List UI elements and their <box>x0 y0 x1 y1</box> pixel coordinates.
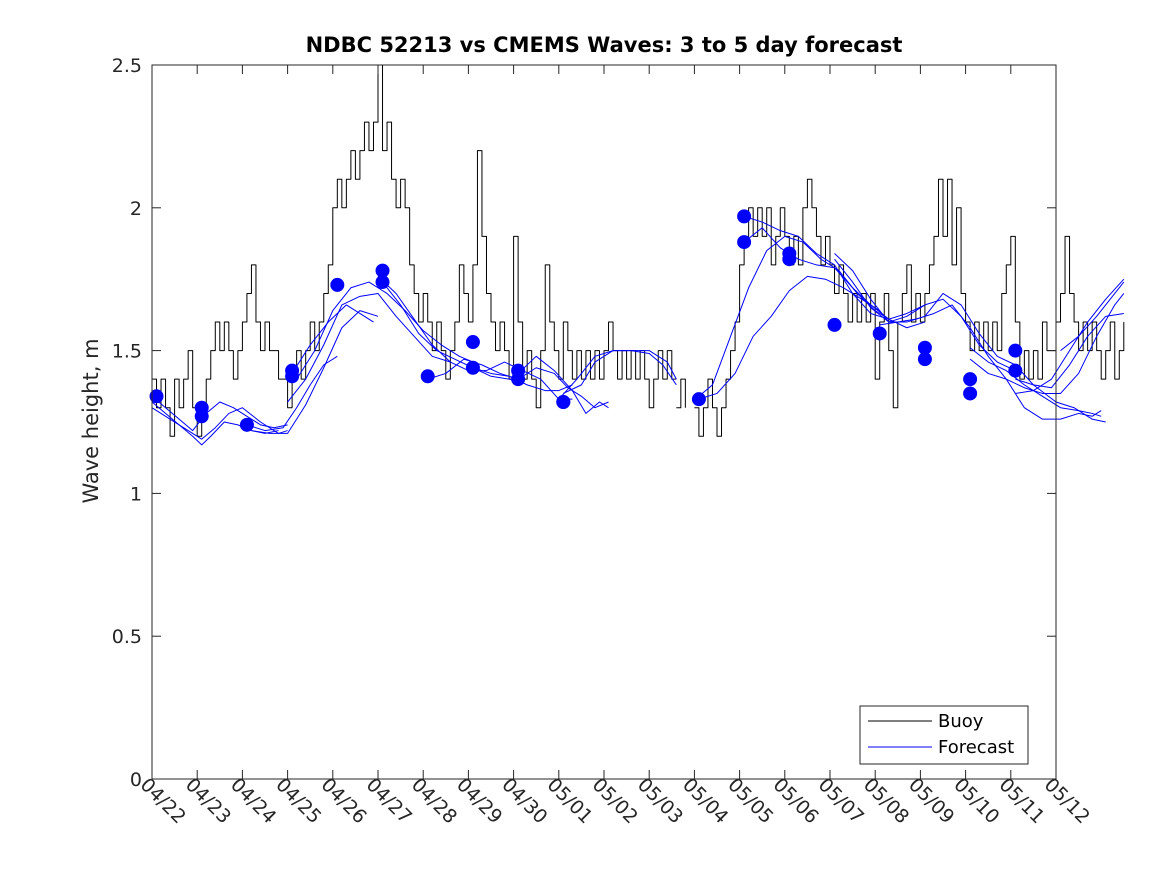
legend-forecast-label: Forecast <box>938 737 1014 758</box>
x-tick-label: 04/30 <box>497 774 551 828</box>
forecast-line-segment <box>246 355 338 432</box>
y-axis-label: Wave height, m <box>79 338 103 503</box>
forecast-line-segment <box>287 292 451 403</box>
x-tick-label: 04/26 <box>317 774 371 828</box>
y-tick-label: 2 <box>130 198 142 220</box>
forecast-line-segment <box>151 395 288 432</box>
forecast-line-segment <box>1060 281 1125 351</box>
x-tick-label: 04/28 <box>407 774 461 828</box>
forecast-line-segment <box>969 293 1125 394</box>
x-tick-label: 04/29 <box>452 774 506 828</box>
y-tick-label: 0 <box>130 769 142 791</box>
forecast-line-segment <box>1015 278 1125 394</box>
forecast-line-segment <box>558 350 677 400</box>
buoy-line-segment <box>676 378 686 409</box>
forecast-marker <box>556 395 571 410</box>
forecast-line-segment <box>969 347 1102 417</box>
x-tick-label: 04/25 <box>271 774 325 828</box>
x-tick-label: 04/27 <box>362 774 416 828</box>
forecast-marker <box>285 369 300 384</box>
x-tick-label: 05/06 <box>769 774 823 828</box>
x-tick-label: 05/07 <box>814 774 868 828</box>
y-tick-label: 2.5 <box>112 55 142 77</box>
forecast-marker <box>239 417 254 432</box>
forecast-line-segment <box>879 304 1102 420</box>
forecast-marker <box>194 409 209 424</box>
forecast-line-segment <box>517 355 609 414</box>
legend-buoy-label: Buoy <box>938 711 984 732</box>
forecast-marker <box>330 277 345 292</box>
forecast-marker <box>782 252 797 267</box>
forecast-line-segment <box>1015 312 1124 389</box>
forecast-line-segment <box>743 215 926 320</box>
x-tick-label: 05/08 <box>859 774 913 828</box>
forecast-marker <box>827 317 842 332</box>
forecast-marker <box>963 372 978 387</box>
x-tick-label: 05/11 <box>995 774 1049 828</box>
chart-title: NDBC 52213 vs CMEMS Waves: 3 to 5 day fo… <box>306 33 903 57</box>
forecast-marker <box>1008 363 1023 378</box>
x-tick-label: 05/01 <box>543 774 597 828</box>
marker-layer <box>149 209 1023 432</box>
forecast-line-segment <box>151 407 288 440</box>
forecast-marker <box>963 386 978 401</box>
y-tick-label: 1 <box>130 483 142 505</box>
forecast-marker <box>149 389 164 404</box>
forecast-marker <box>465 360 480 375</box>
forecast-line-segment <box>698 235 894 397</box>
forecast-line-segment <box>472 367 573 392</box>
x-tick-label: 04/22 <box>136 774 190 828</box>
forecast-marker <box>737 209 752 224</box>
x-tick-label: 05/03 <box>633 774 687 828</box>
y-tick-label: 1.5 <box>112 341 142 363</box>
forecast-line-segment <box>834 253 1016 372</box>
forecast-marker <box>420 369 435 384</box>
x-tick-label: 05/10 <box>949 774 1003 828</box>
forecast-marker <box>465 335 480 350</box>
y-tick-label: 0.5 <box>112 626 142 648</box>
plot-background <box>152 65 1056 779</box>
legend-box <box>859 705 1029 765</box>
forecast-marker <box>917 352 932 367</box>
buoy-line-segment <box>152 64 677 437</box>
forecast-line-segment <box>251 310 379 434</box>
forecast-marker <box>691 392 706 407</box>
legend: Buoy Forecast <box>859 705 1029 765</box>
forecast-line-segment <box>698 275 880 400</box>
x-tick-label: 05/04 <box>678 774 732 828</box>
forecast-marker <box>511 372 526 387</box>
x-tick-label: 05/02 <box>588 774 642 828</box>
x-tick-label: 05/05 <box>723 774 777 828</box>
forecast-line-segment <box>291 304 374 374</box>
forecast-marker <box>1008 343 1023 358</box>
x-tick-label: 04/24 <box>226 774 280 828</box>
x-tick-label: 04/23 <box>181 774 235 828</box>
forecast-line-segment <box>834 258 1106 423</box>
forecast-marker <box>375 275 390 290</box>
x-tick-label: 05/12 <box>1040 774 1094 828</box>
forecast-marker <box>872 326 887 341</box>
x-tick-label: 05/09 <box>904 774 958 828</box>
forecast-line-segment <box>382 281 523 383</box>
forecast-line-segment <box>427 358 609 409</box>
series-layer <box>151 64 1125 446</box>
forecast-marker <box>737 235 752 250</box>
